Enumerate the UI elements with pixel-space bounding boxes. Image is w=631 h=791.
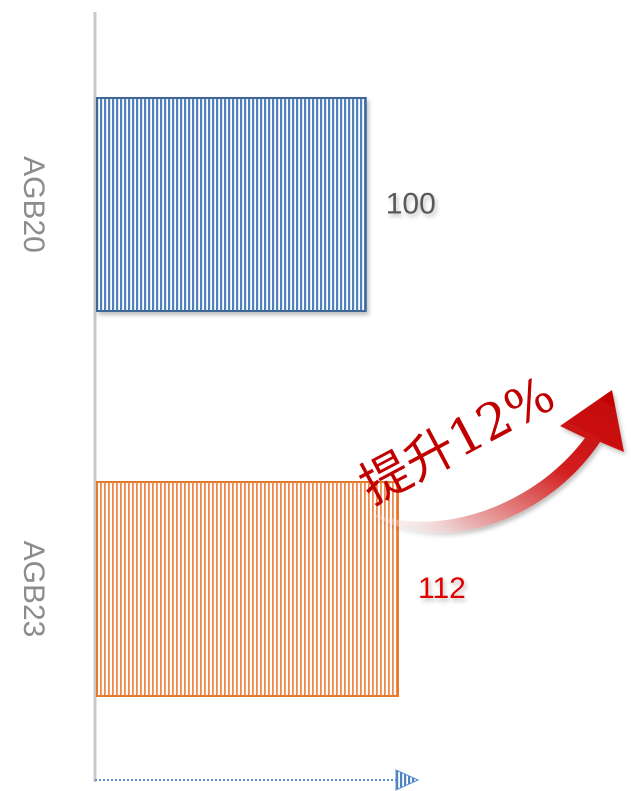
- bar-agb20: [96, 97, 367, 312]
- category-label-agb20: AGB20: [17, 156, 50, 253]
- bar-agb23: [96, 481, 399, 697]
- x-axis-arrowhead: [395, 769, 420, 791]
- data-label-agb23: 112: [418, 572, 466, 605]
- data-label-agb20: 100: [386, 187, 436, 220]
- increase-arrow-icon: [368, 390, 624, 533]
- category-label-agb23: AGB23: [17, 541, 50, 638]
